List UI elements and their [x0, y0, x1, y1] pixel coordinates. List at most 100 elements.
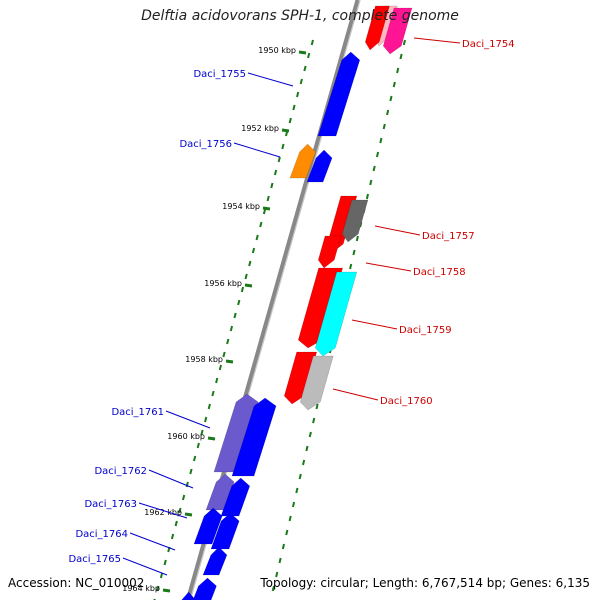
gene-forward	[364, 5, 390, 51]
scale-tick	[298, 50, 307, 55]
gene-label-reverse: Daci_1756	[179, 139, 232, 150]
gene-reverse	[317, 51, 361, 137]
gene-reverse	[231, 397, 277, 477]
gene-label-leader	[165, 410, 211, 429]
scale-tick	[225, 359, 234, 364]
outer-dash	[402, 39, 406, 46]
outer-dash	[291, 501, 296, 508]
outer-dash	[355, 235, 359, 242]
outer-dash	[278, 557, 282, 564]
accession-label: Accession: NC_010002	[8, 576, 145, 590]
outer-dash	[312, 417, 316, 424]
gene-forward	[382, 7, 413, 55]
scale-tick	[281, 128, 290, 133]
scale-tick-label: 1952 kbp	[241, 124, 279, 133]
scale-dash	[288, 117, 292, 124]
gene-reverse	[202, 546, 228, 576]
scale-dash	[218, 364, 222, 371]
outer-dash	[285, 529, 289, 536]
gene-forward	[341, 199, 369, 243]
scale-tick	[184, 512, 193, 517]
outer-dash	[372, 165, 376, 172]
outer-dash	[389, 95, 393, 102]
scale-dash	[307, 52, 311, 59]
outer-dash	[349, 263, 353, 270]
scale-dash	[174, 520, 178, 527]
outer-dash	[382, 123, 386, 130]
gene-label-leader	[351, 319, 398, 330]
scale-dash	[262, 208, 267, 215]
scale-dash	[200, 429, 204, 436]
gene-label-forward: Daci_1759	[399, 325, 452, 336]
scale-dash	[204, 416, 208, 423]
outer-dash	[386, 109, 390, 116]
scale-tick	[244, 283, 253, 288]
gene-reverse	[289, 143, 316, 179]
scale-dash	[259, 221, 263, 228]
gene-label-reverse: Daci_1761	[111, 407, 164, 418]
outer-dash	[308, 431, 312, 438]
scale-dash	[222, 351, 226, 358]
outer-dash	[298, 473, 302, 480]
scale-dash	[251, 247, 256, 254]
scale-dash	[196, 442, 200, 449]
scale-dash	[215, 377, 219, 384]
scale-dash	[292, 104, 296, 111]
scale-dash	[181, 494, 186, 501]
scale-dash	[211, 390, 215, 397]
scale-dash	[273, 169, 278, 176]
outer-dash	[369, 179, 373, 186]
scale-dash	[248, 260, 252, 267]
gene-reverse	[193, 507, 223, 545]
gene-forward	[299, 355, 334, 411]
outer-dash	[275, 571, 279, 578]
outer-dash	[379, 137, 383, 144]
scale-dash	[277, 156, 281, 163]
gene-label-leader	[148, 469, 194, 489]
outer-dash	[396, 67, 400, 74]
gene-label-reverse: Daci_1765	[68, 554, 121, 565]
scale-tick	[162, 588, 171, 593]
gene-label-leader	[247, 72, 294, 87]
scale-dash	[226, 338, 230, 345]
summary-label: Topology: circular; Length: 6,767,514 bp…	[260, 576, 590, 590]
outer-dash	[281, 543, 286, 550]
gene-label-leader	[122, 557, 168, 576]
gene-label-forward: Daci_1760	[380, 396, 433, 407]
scale-dash	[281, 143, 285, 150]
outer-dash	[365, 193, 370, 200]
scale-tick-label: 1958 kbp	[185, 355, 223, 364]
scale-dash	[189, 468, 193, 475]
gene-forward	[317, 235, 342, 269]
outer-dash	[315, 403, 319, 410]
scale-dash	[178, 507, 182, 514]
scale-dash	[159, 572, 164, 579]
scale-dash	[240, 286, 245, 293]
outer-dash	[271, 585, 275, 592]
scale-dash	[156, 585, 160, 592]
scale-tick-label: 1962 kbp	[144, 508, 182, 517]
gene-forward	[283, 351, 318, 405]
outer-dash	[375, 151, 380, 158]
outer-dash	[288, 515, 292, 522]
gene-forward	[297, 267, 343, 349]
outer-dash	[295, 487, 299, 494]
gene-reverse	[306, 149, 333, 183]
gene-label-leader	[138, 502, 188, 519]
scale-dash	[237, 299, 241, 306]
gene-reverse	[213, 393, 259, 473]
outer-dash	[305, 445, 309, 452]
gene-label-leader	[233, 142, 281, 158]
scale-dash	[266, 195, 270, 202]
scale-tick-label: 1954 kbp	[222, 202, 260, 211]
outer-dash	[352, 249, 356, 256]
gene-label-leader	[374, 225, 421, 236]
scale-dash	[193, 455, 197, 462]
scale-dash	[296, 91, 300, 98]
gene-label-reverse: Daci_1755	[193, 69, 246, 80]
scale-dash	[303, 65, 307, 72]
scale-dash	[170, 533, 175, 540]
scale-dash	[310, 39, 314, 46]
